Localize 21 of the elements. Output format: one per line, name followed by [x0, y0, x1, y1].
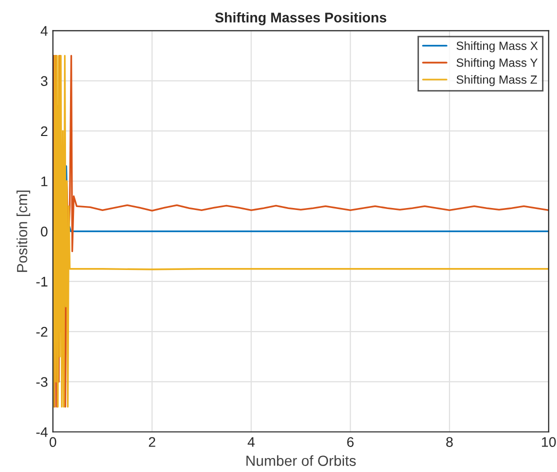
y-tick-label: 1 — [41, 176, 48, 186]
legend-label: Shifting Mass Y — [456, 58, 538, 70]
y-tick-label: 4 — [40, 26, 48, 36]
y-axis-title: Position [cm] — [16, 190, 30, 272]
y-tick-label: -1 — [36, 276, 48, 286]
x-tick-label: 0 — [50, 437, 56, 447]
x-tick-label: 6 — [347, 437, 354, 447]
x-tick-label: 8 — [446, 437, 453, 447]
chart-title: Shifting Masses Positions — [215, 12, 386, 26]
y-tick-label: 3 — [40, 76, 48, 86]
y-tick-label: -4 — [36, 427, 48, 437]
y-tick-label: 0 — [40, 226, 48, 236]
legend-label: Shifting Mass X — [456, 41, 538, 52]
x-tick-label: 4 — [248, 437, 255, 447]
y-tick-label: 2 — [41, 126, 48, 136]
y-tick-label: -3 — [36, 377, 48, 387]
x-axis-title: Number of Orbits — [246, 455, 356, 466]
y-tick-label: -2 — [36, 326, 48, 337]
x-tick-label: 2 — [148, 437, 156, 447]
x-tick-label: 10 — [542, 437, 556, 447]
legend-label: Shifting Mass Z — [456, 75, 537, 86]
